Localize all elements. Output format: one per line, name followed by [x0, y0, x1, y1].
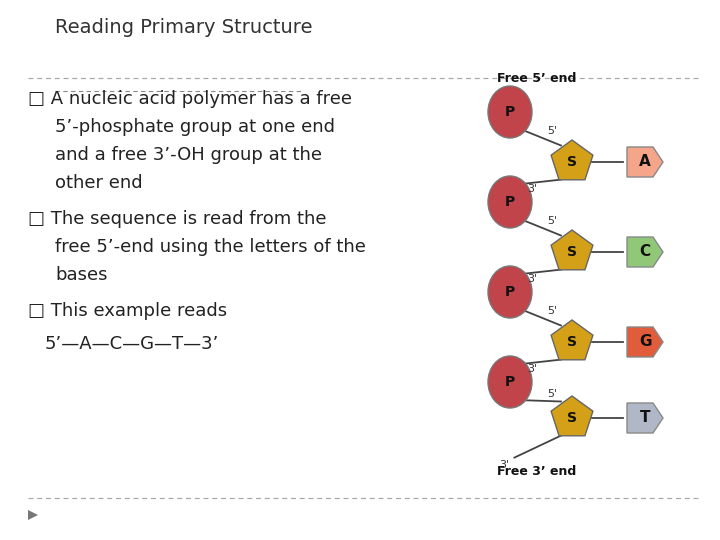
Text: G: G [639, 334, 652, 349]
Ellipse shape [488, 266, 532, 318]
Polygon shape [551, 320, 593, 360]
Text: 5': 5' [547, 389, 557, 399]
Text: 5’-phosphate group at one end: 5’-phosphate group at one end [55, 118, 335, 136]
Text: T: T [640, 410, 650, 426]
Text: S: S [567, 335, 577, 349]
Polygon shape [627, 147, 663, 177]
Text: Reading Primary Structure: Reading Primary Structure [55, 18, 312, 37]
Text: 3': 3' [527, 364, 537, 374]
Text: 5': 5' [547, 216, 557, 226]
Polygon shape [28, 510, 38, 520]
Polygon shape [627, 327, 663, 357]
Text: 5': 5' [547, 126, 557, 136]
Text: □ A nucleic acid polymer has a free: □ A nucleic acid polymer has a free [28, 90, 352, 108]
Polygon shape [551, 230, 593, 270]
Text: free 5’-end using the letters of the: free 5’-end using the letters of the [55, 238, 366, 256]
Polygon shape [551, 140, 593, 180]
Text: S: S [567, 411, 577, 425]
Text: Free 3’ end: Free 3’ end [497, 465, 576, 478]
Text: and a free 3’-OH group at the: and a free 3’-OH group at the [55, 146, 322, 164]
Ellipse shape [488, 86, 532, 138]
Text: 3': 3' [527, 274, 537, 284]
Ellipse shape [488, 356, 532, 408]
Ellipse shape [488, 176, 532, 228]
Text: S: S [567, 245, 577, 259]
Text: A: A [639, 154, 651, 170]
Text: Free 5’ end: Free 5’ end [497, 72, 577, 85]
Polygon shape [627, 237, 663, 267]
Text: 5': 5' [547, 306, 557, 316]
Text: other end: other end [55, 174, 143, 192]
Text: □ The sequence is read from the: □ The sequence is read from the [28, 210, 326, 228]
Text: P: P [505, 375, 515, 389]
Text: 3': 3' [499, 460, 510, 470]
Text: P: P [505, 285, 515, 299]
Polygon shape [627, 403, 663, 433]
Text: P: P [505, 105, 515, 119]
Text: P: P [505, 195, 515, 209]
Text: 5’—A—C—G—T—3’: 5’—A—C—G—T—3’ [45, 335, 220, 353]
Text: bases: bases [55, 266, 107, 284]
Text: 3': 3' [527, 184, 537, 194]
Text: S: S [567, 155, 577, 169]
Text: □ This example reads: □ This example reads [28, 302, 227, 320]
Polygon shape [551, 396, 593, 436]
Text: C: C [639, 245, 651, 260]
